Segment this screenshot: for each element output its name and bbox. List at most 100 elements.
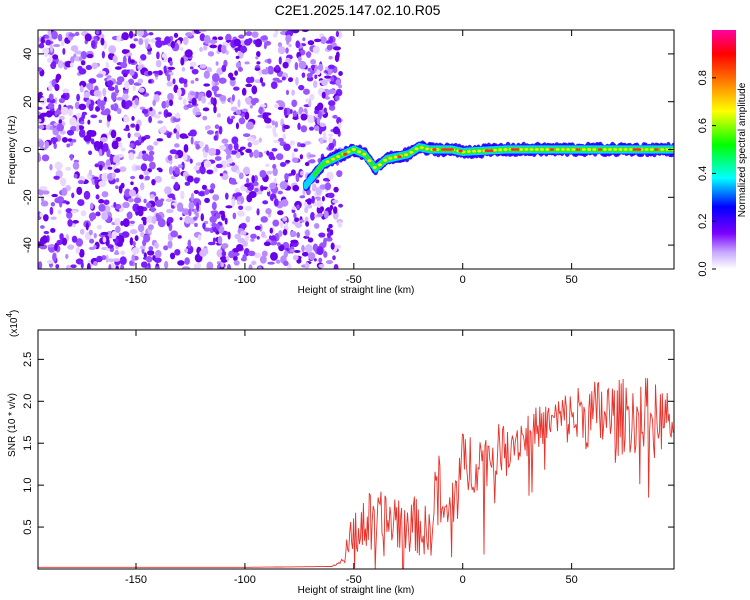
noise-blob — [50, 216, 57, 220]
noise-blob — [312, 46, 320, 54]
noise-blob — [184, 49, 193, 58]
noise-blob — [278, 230, 283, 237]
noise-blob — [65, 253, 69, 260]
noise-blob — [83, 135, 92, 142]
noise-blob — [95, 211, 101, 217]
noise-blob — [273, 198, 279, 207]
noise-blob — [333, 264, 339, 269]
noise-blob — [208, 188, 215, 194]
noise-blob — [273, 132, 278, 138]
noise-blob — [252, 139, 260, 146]
noise-blob — [274, 121, 279, 128]
noise-blob — [156, 51, 160, 60]
noise-blob — [184, 248, 189, 253]
noise-blob — [39, 97, 47, 105]
band-yellow — [623, 148, 628, 151]
noise-blob — [143, 170, 150, 176]
noise-blob — [203, 70, 210, 79]
noise-blob — [204, 144, 209, 153]
noise-blob — [153, 114, 161, 119]
noise-blob — [46, 259, 55, 264]
noise-blob — [334, 95, 340, 101]
spectrogram-ylabel: Frequency (Hz) — [7, 116, 18, 185]
noise-blob — [62, 88, 70, 94]
noise-blob — [123, 128, 130, 132]
noise-blob — [167, 240, 173, 249]
noise-blob — [116, 80, 123, 86]
noise-blob — [202, 107, 210, 112]
noise-blob — [318, 257, 323, 263]
noise-blob — [77, 199, 85, 206]
band-yellow — [404, 153, 409, 157]
band-yellow — [545, 148, 550, 151]
noise-blob — [112, 55, 118, 63]
noise-blob — [261, 82, 266, 87]
noise-blob — [229, 78, 236, 87]
noise-blob — [97, 98, 102, 108]
noise-blob — [158, 111, 162, 115]
noise-blob — [171, 205, 175, 209]
noise-blob — [214, 124, 220, 130]
noise-blob — [76, 186, 83, 196]
noise-blob — [49, 163, 53, 171]
noise-blob — [69, 62, 74, 68]
noise-blob — [317, 102, 324, 111]
noise-blob — [260, 35, 268, 41]
noise-blob — [255, 38, 263, 48]
x-tick-label: -100 — [234, 274, 256, 286]
noise-blob — [231, 115, 236, 120]
noise-blob — [119, 166, 127, 173]
noise-blob — [85, 222, 89, 231]
noise-blob — [238, 117, 246, 125]
noise-blob — [166, 112, 173, 117]
noise-blob — [245, 215, 251, 223]
noise-blob — [187, 239, 192, 249]
noise-blob — [270, 81, 278, 90]
noise-blob — [289, 230, 297, 238]
noise-blob — [216, 113, 221, 118]
noise-blob — [322, 239, 327, 248]
band-yellow — [555, 148, 560, 151]
noise-blob — [279, 180, 288, 190]
noise-blob — [43, 230, 50, 235]
noise-blob — [75, 124, 80, 132]
noise-blob — [118, 234, 122, 244]
noise-blob — [176, 202, 184, 211]
band-yellow — [649, 148, 654, 151]
noise-blob — [151, 216, 157, 225]
band-green — [369, 161, 375, 167]
noise-blob — [129, 229, 138, 235]
noise-blob — [201, 184, 207, 190]
noise-blob — [86, 83, 92, 89]
noise-blob — [166, 73, 171, 82]
noise-blob — [267, 65, 274, 75]
noise-blob — [102, 87, 107, 97]
colorbar-tick-label: 0.2 — [697, 214, 709, 229]
noise-blob — [105, 159, 111, 166]
noise-blob — [140, 53, 147, 61]
noise-blob — [310, 59, 317, 65]
noise-blob — [237, 210, 245, 217]
noise-blob — [185, 32, 193, 37]
noise-blob — [124, 80, 130, 90]
x-tick-label: -100 — [234, 574, 256, 586]
noise-blob — [132, 85, 136, 91]
noise-blob — [133, 197, 142, 204]
noise-blob — [294, 217, 300, 223]
noise-blob — [101, 50, 105, 59]
x-tick-label: 0 — [460, 574, 466, 586]
noise-blob — [206, 130, 214, 135]
noise-blob — [131, 115, 135, 121]
noise-blob — [253, 149, 260, 159]
noise-blob — [60, 106, 69, 116]
noise-blob — [277, 106, 284, 111]
noise-blob — [234, 70, 239, 76]
noise-blob — [225, 50, 229, 55]
noise-blob — [198, 141, 205, 148]
noise-blob — [241, 87, 247, 96]
noise-blob — [235, 122, 240, 130]
noise-blob — [154, 249, 162, 258]
y-tick-label: -20 — [22, 189, 34, 205]
band-peak — [549, 148, 555, 151]
